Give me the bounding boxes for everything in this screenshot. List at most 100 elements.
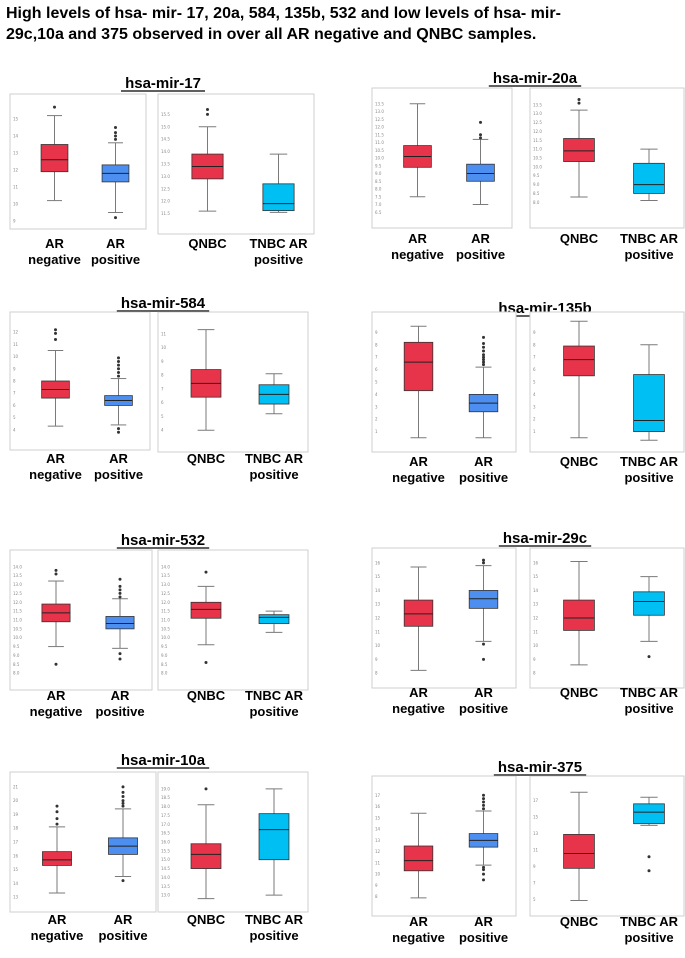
box-qnbc — [190, 329, 222, 431]
tick-label: 13.0 — [533, 111, 542, 116]
box-tnbc-ar-positive — [258, 788, 290, 896]
group-label-line: positive — [98, 928, 147, 943]
group-label: AR positive — [95, 688, 144, 719]
group-label-line: positive — [95, 704, 144, 719]
panel-right-1: 11.5 12.0 12.5 13.0 13.5 14.0 14.5 15.0 15.5 QNBC… — [157, 93, 315, 267]
tick-label: 8.5 — [13, 662, 20, 667]
tick-label: 12.0 — [161, 600, 170, 605]
tick-label: 11.5 — [533, 138, 542, 143]
box-qnbc — [563, 791, 595, 902]
tick-label: 15 — [533, 574, 539, 579]
tick-label: 10.0 — [13, 635, 22, 640]
box-qnbc — [563, 561, 595, 666]
group-label-line: positive — [249, 928, 298, 943]
tick-label: 11.5 — [161, 211, 170, 216]
outlier-point — [206, 112, 209, 116]
tick-label: 10 — [533, 643, 539, 648]
box-ar-negative — [403, 103, 432, 198]
tick-label: 8 — [161, 373, 164, 378]
box-ar-positive — [468, 793, 499, 882]
group-label: AR negative — [28, 236, 81, 267]
tick-label: 14 — [533, 588, 539, 593]
box-ar-negative — [41, 328, 70, 427]
outlier-point — [53, 105, 56, 109]
tick-label: 10.5 — [13, 626, 22, 631]
tick-label: 12.5 — [533, 120, 542, 125]
tick-label: 9 — [533, 864, 536, 869]
plot-frame — [371, 547, 517, 689]
outlier-point — [647, 855, 651, 859]
tick-label: 19 — [13, 812, 19, 817]
group-label-line: positive — [459, 470, 508, 485]
tick-label: 12.5 — [161, 186, 170, 191]
group-label: AR negative — [392, 454, 445, 485]
group-label: TNBC AR positive — [620, 231, 679, 262]
tick-label: 8.0 — [161, 671, 168, 676]
tick-label: 18.0 — [161, 804, 170, 809]
tick-label: 8.0 — [13, 671, 20, 676]
tick-label: 11.5 — [375, 132, 384, 137]
tick-label: 7 — [161, 386, 164, 391]
tick-label: 10.0 — [161, 635, 170, 640]
tick-label: 12 — [375, 849, 381, 854]
tick-label: 13.0 — [161, 174, 170, 179]
tick-label: 9 — [375, 657, 378, 662]
box-qnbc — [563, 320, 595, 439]
outlier-point — [482, 353, 485, 357]
group-label: AR positive — [459, 685, 508, 716]
tick-label: 12 — [533, 616, 539, 621]
tick-label: 10 — [13, 202, 19, 207]
outlier-point — [55, 817, 59, 821]
tick-label: 9 — [533, 330, 536, 335]
outlier-point — [482, 642, 485, 646]
tick-label: 8 — [13, 379, 16, 384]
tick-label: 18 — [13, 826, 19, 831]
box-qnbc — [191, 107, 224, 212]
tick-label: 13 — [375, 838, 381, 843]
tick-label: 11.0 — [533, 147, 542, 152]
tick-label: 14.0 — [161, 875, 170, 880]
group-label: AR negative — [31, 912, 84, 943]
tick-label: 9 — [161, 359, 164, 364]
tick-label: 5 — [13, 415, 16, 420]
plot-frame — [371, 311, 517, 453]
tick-label: 13.0 — [161, 582, 170, 587]
tick-label: 9 — [375, 883, 378, 888]
outlier-point — [117, 359, 120, 363]
box-qnbc — [190, 570, 222, 665]
tick-label: 9 — [375, 330, 378, 335]
outlier-point — [482, 558, 485, 562]
outlier-point — [482, 349, 485, 353]
outlier-point — [121, 879, 125, 883]
iqr-box — [403, 599, 434, 627]
outlier-point — [121, 799, 125, 803]
box-ar-negative — [41, 568, 71, 666]
tick-label: 12.5 — [161, 591, 170, 596]
tick-label: 11 — [13, 342, 19, 347]
tick-label: 18.5 — [161, 795, 170, 800]
tick-label: 13 — [13, 151, 19, 156]
group-label-line: AR — [47, 688, 66, 703]
group-label: QNBC — [188, 236, 227, 251]
tick-label: 13.0 — [375, 109, 384, 114]
tick-label: 13.0 — [161, 893, 170, 898]
tick-label: 6.5 — [375, 210, 382, 215]
group-label-line: TNBC AR — [245, 451, 304, 466]
outlier-point — [204, 787, 208, 791]
group-label-line: AR — [45, 236, 64, 251]
panel-left-5: 8.0 8.5 9.0 9.5 10.0 10.5 11.0 11.5 12.0 12.5 13.0… — [9, 549, 153, 719]
group-label: AR positive — [98, 912, 147, 943]
tick-label: 12.5 — [13, 591, 22, 596]
outlier-point — [121, 785, 125, 789]
outlier-point — [121, 790, 125, 794]
panel-right-7: 13.0 13.5 14.0 14.5 15.0 15.5 16.0 16.5 17.0 17.5… — [157, 771, 309, 943]
box-tnbc-ar-positive — [262, 153, 295, 213]
outlier-point — [117, 374, 120, 378]
group-label-line: positive — [249, 704, 298, 719]
outlier-point — [482, 342, 485, 346]
outlier-point — [118, 595, 122, 599]
outlier-point — [482, 878, 485, 882]
outlier-point — [482, 800, 485, 804]
group-label: AR negative — [29, 451, 82, 482]
